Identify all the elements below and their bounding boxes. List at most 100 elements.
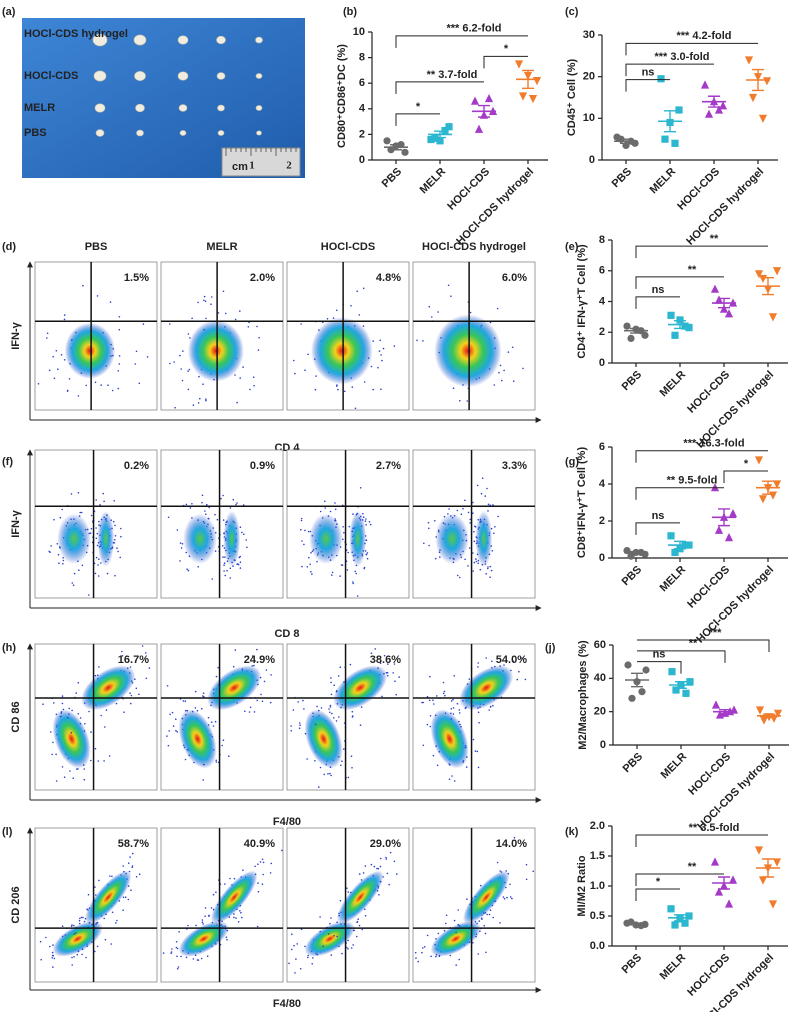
event-dot xyxy=(310,552,312,554)
event-dot xyxy=(361,928,364,931)
event-dot xyxy=(303,708,305,710)
event-dot xyxy=(503,369,505,372)
event-dot xyxy=(512,660,515,662)
event-dot xyxy=(187,569,190,572)
event-dot xyxy=(374,648,377,650)
event-dot xyxy=(78,922,81,925)
event-dot xyxy=(472,570,475,572)
event-dot xyxy=(426,695,429,698)
event-dot xyxy=(485,573,488,575)
event-dot xyxy=(174,406,176,409)
event-dot xyxy=(270,862,273,865)
event-dot xyxy=(369,523,372,526)
event-dot xyxy=(449,954,452,957)
point xyxy=(672,686,680,694)
event-dot xyxy=(387,674,389,677)
event-dot xyxy=(99,504,101,506)
point xyxy=(700,80,710,89)
significance-bracket xyxy=(625,63,714,77)
flow-density xyxy=(293,287,396,410)
event-dot xyxy=(201,494,204,497)
event-dot xyxy=(239,910,241,912)
point xyxy=(754,846,764,855)
event-dot xyxy=(51,951,54,954)
event-dot xyxy=(234,374,236,376)
event-dot xyxy=(180,547,183,549)
event-dot xyxy=(339,899,342,902)
event-dot xyxy=(259,861,262,863)
significance-bracket xyxy=(625,42,758,56)
event-dot xyxy=(243,533,245,535)
event-dot xyxy=(365,553,368,556)
significance-bracket xyxy=(635,245,768,259)
event-dot xyxy=(516,678,519,681)
tumor xyxy=(255,36,263,44)
event-dot xyxy=(55,350,58,352)
error-bar xyxy=(630,327,642,334)
event-dot xyxy=(70,493,73,495)
event-dot xyxy=(352,582,355,585)
column-title: HOCl-CDS xyxy=(321,241,375,253)
point xyxy=(623,322,631,330)
event-dot xyxy=(351,767,353,769)
density-core xyxy=(311,317,373,385)
y-tick-label: 4 xyxy=(359,103,366,115)
event-dot xyxy=(452,707,455,709)
event-dot xyxy=(291,933,293,935)
point xyxy=(474,124,484,133)
event-dot xyxy=(356,595,359,597)
event-dot xyxy=(171,948,173,950)
event-dot xyxy=(146,356,149,358)
x-tick-label: MELR xyxy=(658,369,689,400)
event-dot xyxy=(53,957,56,960)
tumor xyxy=(134,71,146,81)
point xyxy=(718,101,728,110)
event-dot xyxy=(57,553,60,556)
event-dot xyxy=(393,663,396,665)
quadrant-percent: 58.7% xyxy=(118,838,149,850)
point xyxy=(661,135,669,143)
point xyxy=(667,532,675,540)
event-dot xyxy=(436,695,438,697)
y-tick-label: 0 xyxy=(600,739,606,751)
event-dot xyxy=(422,701,425,704)
event-dot xyxy=(197,301,199,304)
event-dot xyxy=(311,573,313,575)
significance-bracket xyxy=(635,450,768,463)
y-tick-label: 8 xyxy=(599,234,605,246)
event-dot xyxy=(468,678,471,680)
event-dot xyxy=(76,953,79,956)
event-dot xyxy=(211,296,213,298)
event-dot xyxy=(423,542,425,545)
event-dot xyxy=(169,362,171,365)
flow-density xyxy=(169,290,260,409)
event-dot xyxy=(229,567,232,570)
event-dot xyxy=(222,519,225,521)
event-dot xyxy=(358,873,361,875)
event-dot xyxy=(123,711,125,713)
significance-bracket xyxy=(637,650,726,663)
event-dot xyxy=(383,654,386,657)
event-dot xyxy=(294,972,296,974)
event-dot xyxy=(362,512,364,515)
event-dot xyxy=(118,355,121,357)
event-dot xyxy=(86,544,89,547)
event-dot xyxy=(107,384,109,387)
event-dot xyxy=(496,307,499,310)
x-tick-label: MELR xyxy=(658,952,689,983)
event-dot xyxy=(458,712,461,714)
event-dot xyxy=(387,663,389,665)
event-dot xyxy=(68,378,71,380)
event-dot xyxy=(233,916,235,919)
event-dot xyxy=(429,675,431,678)
event-dot xyxy=(70,925,73,928)
x-axis-label: CD 8 xyxy=(274,628,299,640)
point xyxy=(685,912,693,920)
event-dot xyxy=(343,531,345,534)
event-dot xyxy=(481,918,483,920)
column-title: MELR xyxy=(206,241,237,253)
event-dot xyxy=(72,584,75,586)
event-dot xyxy=(477,562,480,565)
event-dot xyxy=(479,568,482,571)
event-dot xyxy=(67,716,69,719)
